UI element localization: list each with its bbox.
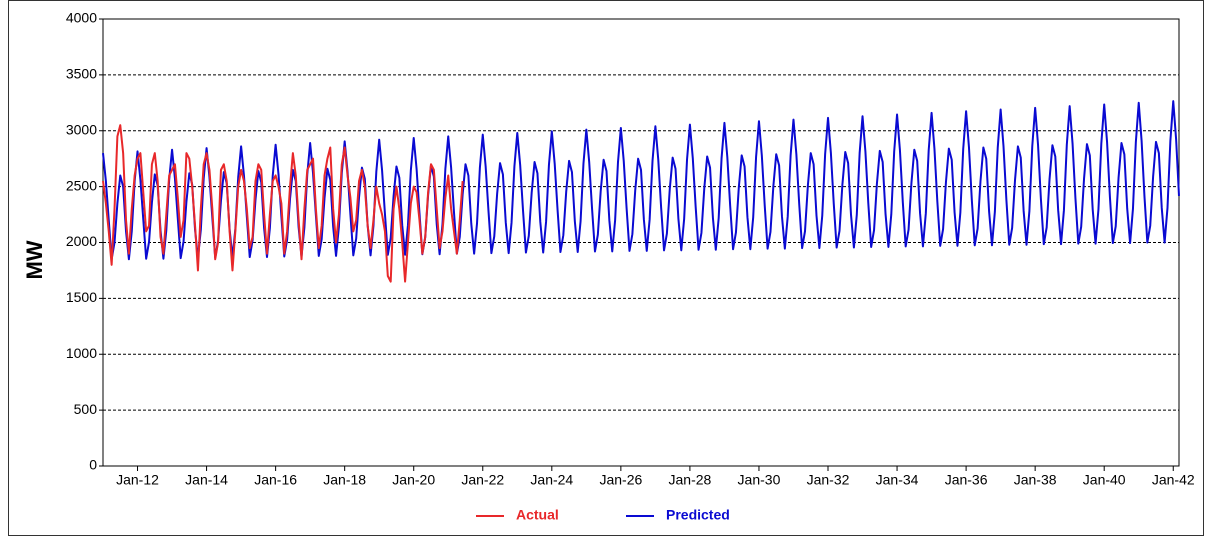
x-tick-label: Jan-36	[945, 472, 988, 488]
series-line	[102, 100, 1180, 261]
y-tick-label: 3000	[66, 121, 97, 137]
y-tick-label: 3500	[66, 66, 97, 82]
x-tick-label: Jan-28	[669, 472, 712, 488]
x-tick-label: Jan-38	[1014, 472, 1057, 488]
x-tick-label: Jan-20	[392, 472, 435, 488]
x-tick-label: Jan-22	[461, 472, 504, 488]
x-tick-label: Jan-16	[254, 472, 297, 488]
y-axis-title: MW	[22, 240, 47, 279]
x-tick-label: Jan-12	[116, 472, 159, 488]
y-tick-label: 2000	[66, 233, 97, 249]
y-tick-label: 1500	[66, 289, 97, 305]
y-tick-label: 0	[89, 457, 97, 473]
x-tick-label: Jan-40	[1083, 472, 1126, 488]
x-tick-label: Jan-18	[323, 472, 366, 488]
legend-label: Actual	[516, 507, 559, 523]
x-tick-label: Jan-42	[1152, 472, 1195, 488]
y-tick-label: 500	[74, 401, 98, 417]
x-tick-label: Jan-30	[738, 472, 781, 488]
y-tick-label: 1000	[66, 345, 97, 361]
x-tick-label: Jan-14	[185, 472, 228, 488]
frame	[8, 0, 1204, 536]
x-tick-label: Jan-26	[599, 472, 642, 488]
x-tick-label: Jan-32	[807, 472, 850, 488]
x-tick-label: Jan-24	[530, 472, 573, 488]
x-tick-label: Jan-34	[876, 472, 919, 488]
legend-label: Predicted	[666, 507, 730, 523]
y-tick-label: 2500	[66, 177, 97, 193]
y-tick-label: 4000	[66, 10, 97, 26]
plot-area	[102, 18, 1180, 467]
series-line	[102, 124, 464, 283]
